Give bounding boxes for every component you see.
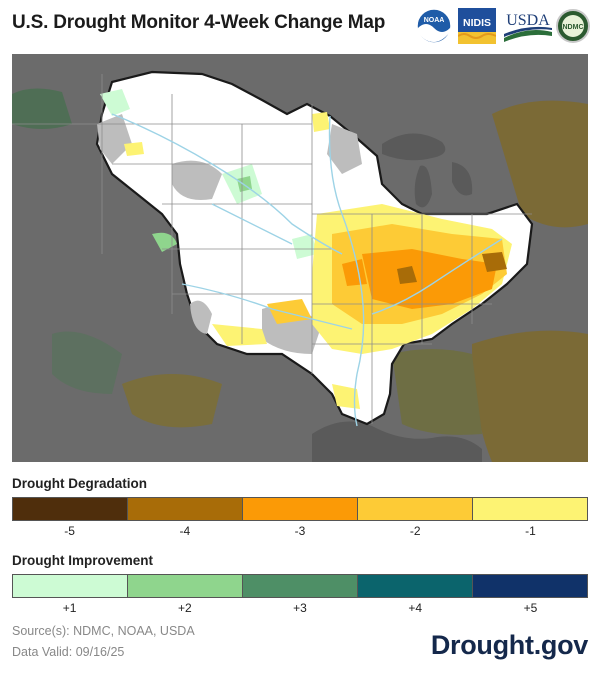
nidis-logo-text: NIDIS [463, 17, 491, 29]
improvement-legend-title: Drought Improvement [12, 553, 154, 568]
degradation-minus2-mo [267, 299, 312, 324]
outside-degradation-south [392, 349, 482, 435]
improvement-mt [100, 89, 130, 116]
swatch-plus1 [13, 575, 128, 597]
tick-minus4: -4 [179, 524, 191, 538]
outside-degradation-tx [122, 374, 222, 428]
tick-minus1: -1 [525, 524, 536, 538]
degradation-minus3-il [342, 259, 367, 286]
degradation-scale [12, 497, 588, 521]
swatch-minus3 [243, 498, 358, 520]
noaa-logo-text: NOAA [424, 17, 445, 24]
outside-degradation-ne [492, 100, 588, 228]
degradation-legend-title: Drought Degradation [12, 476, 147, 491]
swatch-plus3 [243, 575, 358, 597]
swatch-minus4 [128, 498, 243, 520]
tick-minus5: -5 [64, 524, 75, 538]
tick-minus3: -3 [294, 524, 306, 538]
tick-minus2: -2 [409, 524, 421, 538]
improvement-ks [292, 234, 317, 259]
data-valid-text: Data Valid: 09/16/25 [12, 645, 125, 659]
basin-gray-mn [327, 124, 362, 174]
degradation-ticks: -5 -4 -3 -2 -1 [12, 524, 588, 538]
usda-logo-text: USDA [506, 12, 550, 29]
basin-gray-nw [97, 114, 132, 164]
outside-degradation-se [472, 330, 588, 462]
ndmc-logo: NDMC [556, 9, 590, 43]
source-text: Source(s): NDMC, NOAA, USDA [12, 624, 195, 638]
tick-plus1: +1 [62, 601, 77, 615]
degradation-minus4-wv [482, 252, 507, 272]
swatch-plus2 [128, 575, 243, 597]
degradation-minus1-mt [124, 142, 144, 156]
basin-gray-ok [190, 300, 212, 334]
lake-superior [382, 133, 446, 161]
page-title: U.S. Drought Monitor 4-Week Change Map [12, 12, 386, 33]
rivers [111, 113, 503, 427]
nidis-logo: NIDIS [458, 8, 496, 44]
drought-gov-brand[interactable]: Drought.gov [430, 630, 588, 660]
swatch-minus2 [358, 498, 473, 520]
noaa-logo: NOAA [416, 8, 452, 44]
degradation-minus1-mn [312, 112, 330, 132]
map-svg [12, 54, 588, 462]
degradation-minus1-la [332, 384, 360, 409]
swatch-plus5 [473, 575, 587, 597]
degradation-minus1-ok [212, 324, 267, 346]
gulf-water [312, 421, 482, 462]
swatch-minus5 [13, 498, 128, 520]
lake-michigan [414, 165, 432, 208]
drought-change-map [12, 54, 588, 462]
improvement-ticks: +1 +2 +3 +4 +5 [12, 601, 588, 615]
swatch-plus4 [358, 575, 473, 597]
usda-logo: USDA [504, 12, 552, 42]
tick-plus4: +4 [408, 601, 423, 615]
degradation-minus4-in [397, 266, 417, 284]
improvement-co [152, 232, 177, 252]
lake-huron [452, 162, 473, 196]
tick-plus3: +3 [293, 601, 307, 615]
tick-plus2: +2 [177, 601, 192, 615]
improvement-scale [12, 574, 588, 598]
basin-gray-plains [172, 160, 222, 200]
logo-bar: NOAA NIDIS USDA NDMC [416, 8, 590, 48]
outside-improvement-sw [52, 331, 122, 394]
ndmc-logo-text: NDMC [563, 24, 584, 31]
swatch-minus1 [473, 498, 587, 520]
tick-plus5: +5 [523, 601, 538, 615]
outside-improvement-nw [12, 88, 72, 129]
